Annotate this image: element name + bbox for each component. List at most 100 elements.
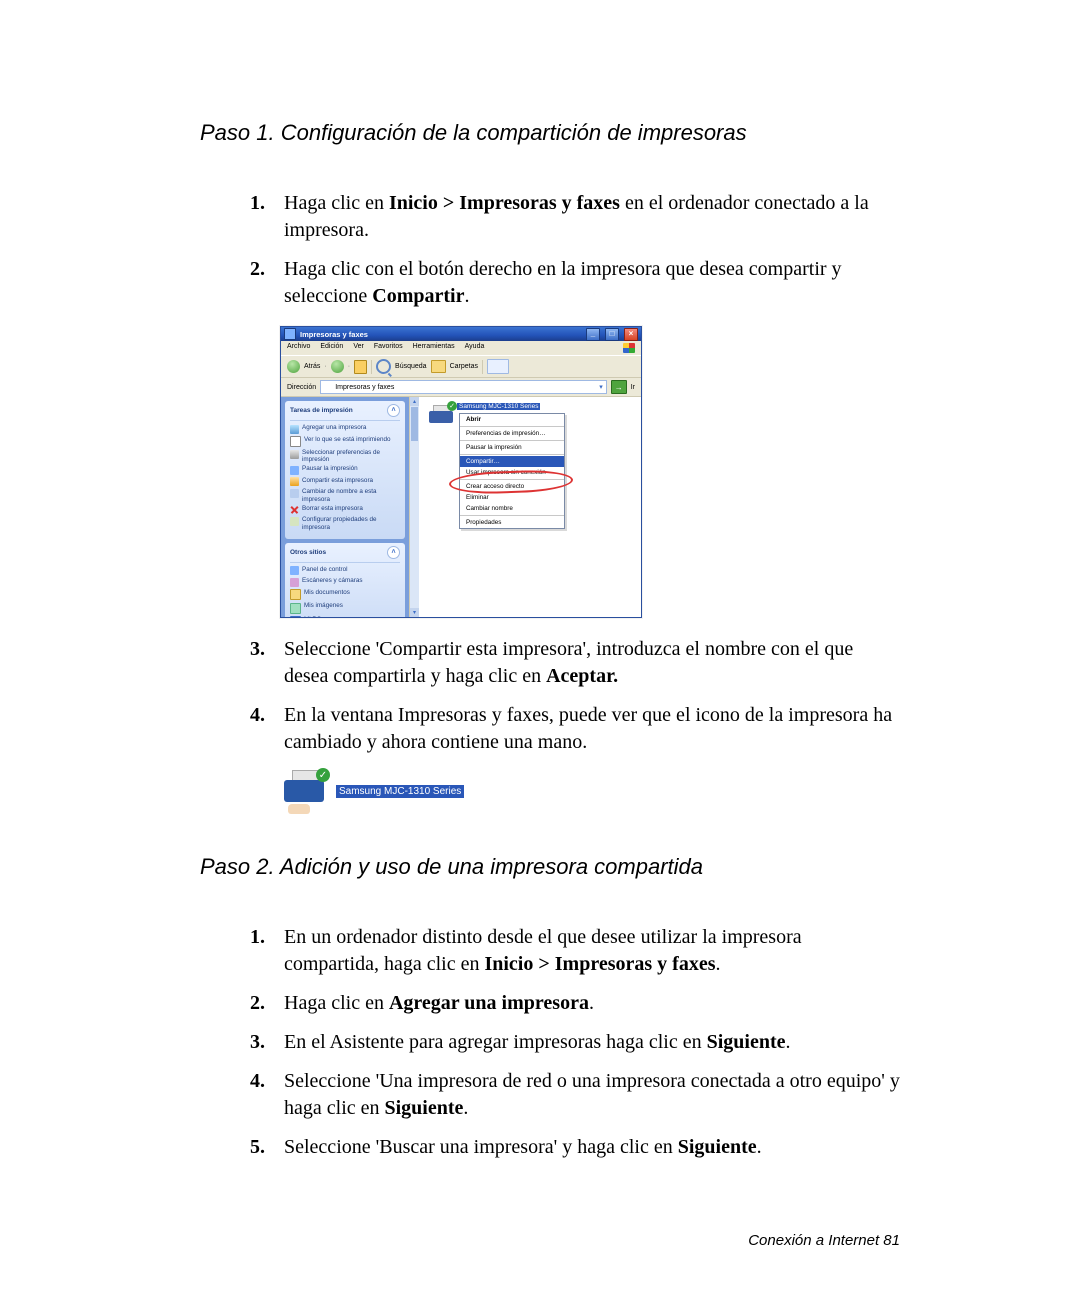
ctx-properties[interactable]: Propiedades [460,517,564,528]
bold-text: Inicio > Impresoras y faxes [389,192,620,214]
item-number: 2. [250,256,265,283]
default-check-icon: ✓ [316,768,330,782]
go-button[interactable]: → [611,380,627,394]
task-share[interactable]: Compartir esta impresora [290,477,400,487]
task-preferences[interactable]: Seleccionar preferencias de impresión [290,449,400,463]
printer-icon [324,383,332,391]
item-number: 4. [250,1068,265,1095]
step2-item-2: 2. Haga clic en Agregar una impresora. [250,990,900,1017]
task-group-header[interactable]: Otros sitios ˄ [290,546,400,563]
group-title: Otros sitios [290,549,326,556]
task-properties[interactable]: Configurar propiedades de impresora [290,516,400,530]
link-my-pictures[interactable]: Mis imágenes [290,602,400,614]
views-button[interactable] [487,359,509,374]
preferences-icon [290,450,299,459]
search-icon[interactable] [376,359,391,374]
text: . [464,285,469,307]
shared-printer-label: Samsung MJC-1310 Series [336,785,464,798]
printer-name-selected: Samsung MJC-1310 Series [457,403,540,410]
text: . [715,953,720,975]
content-area: ✓ Samsung MJC-1310 Series Abrir Preferen… [419,397,641,617]
document-icon [290,436,301,447]
printer-icon-large[interactable]: ✓ [427,403,455,427]
ctx-open[interactable]: Abrir [460,414,564,425]
camera-icon [290,578,299,587]
tasks-pane: Tareas de impresión ˄ Agregar una impres… [281,397,410,617]
menu-herramientas[interactable]: Herramientas [413,343,455,353]
default-check-icon: ✓ [447,401,457,411]
step1-item-3: 3. Seleccione 'Compartir esta impresora'… [250,636,900,690]
ctx-delete[interactable]: Eliminar [460,492,564,503]
step1-list: 1. Haga clic en Inicio > Impresoras y fa… [200,190,900,310]
up-button[interactable] [354,360,367,374]
link-my-documents[interactable]: Mis documentos [290,589,400,601]
share-hand-icon [288,804,310,814]
minimize-button[interactable]: _ [586,328,600,341]
ctx-pause[interactable]: Pausar la impresión [460,442,564,453]
step2-item-4: 4. Seleccione 'Una impresora de red o un… [250,1068,900,1122]
task-group-header[interactable]: Tareas de impresión ˄ [290,404,400,421]
document-page: Paso 1. Configuración de la compartición… [0,0,1080,1309]
computer-icon [290,616,301,617]
menu-ayuda[interactable]: Ayuda [465,343,485,353]
maximize-button[interactable]: □ [605,328,619,341]
bold-text: Siguiente [678,1136,757,1158]
address-label: Dirección [287,384,316,391]
link-scanners[interactable]: Escáneres y cámaras [290,577,400,587]
task-rename[interactable]: Cambiar de nombre a esta impresora [290,488,400,502]
step2-list: 1. En un ordenador distinto desde el que… [200,924,900,1161]
item-number: 5. [250,1134,265,1161]
search-label: Búsqueda [395,363,427,370]
collapse-icon[interactable]: ˄ [387,546,400,559]
task-group-other: Otros sitios ˄ Panel de control Escánere… [285,543,405,617]
dropdown-icon[interactable]: ▾ [599,383,603,391]
forward-button[interactable] [331,360,344,373]
ctx-rename[interactable]: Cambiar nombre [460,503,564,514]
close-button[interactable]: × [624,328,638,341]
ctx-preferences[interactable]: Preferencias de impresión… [460,428,564,439]
text: Haga clic en [284,992,389,1014]
figure-printers-window: Impresoras y faxes _ □ × Archivo Edición… [280,326,900,618]
folders-icon[interactable] [431,360,446,373]
figure-shared-printer: ✓ Samsung MJC-1310 Series [280,768,900,814]
address-input[interactable]: Impresoras y faxes ▾ [320,380,607,394]
task-delete[interactable]: Borrar esta impresora [290,505,400,515]
task-add-printer[interactable]: Agregar una impresora [290,424,400,434]
menu-favoritos[interactable]: Favoritos [374,343,403,353]
folder-icon [290,589,301,600]
window-body: Tareas de impresión ˄ Agregar una impres… [281,397,641,617]
folders-label: Carpetas [450,363,478,370]
task-view-queue[interactable]: Ver lo que se está imprimiendo [290,436,400,448]
pause-icon [290,466,299,475]
ctx-share[interactable]: Compartir… [460,456,564,467]
group-title: Tareas de impresión [290,407,353,414]
shared-printer-icon: ✓ [280,768,330,814]
scroll-thumb[interactable] [411,407,418,441]
ctx-offline[interactable]: Usar impresora sin conexión [460,467,564,478]
page-footer: Conexión a Internet 81 [748,1232,900,1249]
link-my-pc[interactable]: Mi PC [290,616,400,617]
task-pause[interactable]: Pausar la impresión [290,465,400,475]
menu-archivo[interactable]: Archivo [287,343,310,353]
item-number: 2. [250,990,265,1017]
ctx-shortcut[interactable]: Crear acceso directo [460,481,564,492]
menu-ver[interactable]: Ver [353,343,364,353]
menu-edicion[interactable]: Edición [320,343,343,353]
step1-item-1: 1. Haga clic en Inicio > Impresoras y fa… [250,190,900,244]
bold-text: Inicio > Impresoras y faxes [484,953,715,975]
scroll-down-icon[interactable]: ▾ [410,608,419,617]
step2-item-5: 5. Seleccione 'Buscar una impresora' y h… [250,1134,900,1161]
tasks-scrollbar[interactable]: ▴ ▾ [410,397,419,617]
share-icon [290,477,299,486]
back-button[interactable] [287,360,300,373]
text: Haga clic en [284,192,389,214]
scroll-track[interactable] [410,442,419,608]
properties-icon [290,517,299,526]
collapse-icon[interactable]: ˄ [387,404,400,417]
text: Seleccione 'Buscar una impresora' y haga… [284,1136,678,1158]
link-control-panel[interactable]: Panel de control [290,566,400,576]
item-number: 1. [250,924,265,951]
step1-item-2: 2. Haga clic con el botón derecho en la … [250,256,900,310]
bold-text: Aceptar. [546,665,618,687]
scroll-up-icon[interactable]: ▴ [410,397,419,406]
